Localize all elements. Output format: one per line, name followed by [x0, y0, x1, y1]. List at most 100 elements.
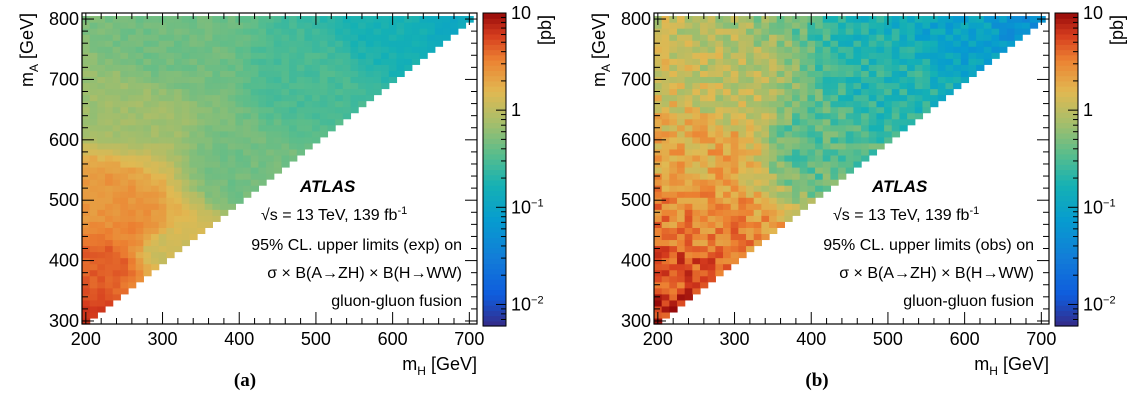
heatmap-cell [861, 94, 870, 102]
heatmap-cell [112, 70, 121, 78]
heatmap-cell [273, 154, 283, 162]
heatmap-cell [669, 185, 678, 192]
heatmap-cell [799, 70, 808, 78]
heatmap-cell [807, 46, 816, 53]
heatmap-cell [151, 88, 160, 96]
heatmap-cell [776, 58, 785, 65]
heatmap-cell [807, 52, 816, 59]
heatmap-cell [220, 124, 229, 132]
heatmap-cell [876, 130, 885, 138]
heatmap-cell [838, 94, 847, 102]
heatmap-cell [799, 166, 808, 174]
heatmap-cell [677, 287, 686, 295]
heatmap-cell [204, 197, 213, 204]
heatmap-cell [861, 34, 870, 41]
heatmap-cell [350, 40, 359, 47]
heatmap-cell [700, 100, 709, 108]
heatmap-cell [112, 209, 121, 216]
heatmap-cell [692, 281, 701, 289]
heatmap-cell [166, 173, 175, 180]
heatmap-cell [876, 40, 885, 47]
heatmap-cell [746, 100, 755, 108]
heatmap-cell [289, 100, 298, 108]
heatmap-cell [151, 100, 160, 108]
heatmap-cell [112, 221, 121, 228]
heatmap-cell [799, 94, 808, 102]
heatmap-cell [761, 52, 770, 59]
heatmap-cell [273, 64, 283, 71]
heatmap-cell [350, 88, 359, 96]
heatmap-cell [243, 118, 252, 126]
heatmap-cell [746, 118, 755, 126]
heatmap-cell [158, 166, 167, 174]
colorbar-segment [1055, 96, 1078, 103]
annotations: ATLAS √s = 13 TeV, 139 fb-1 95% CL. uppe… [823, 177, 1034, 310]
heatmap-cell [212, 34, 221, 41]
heatmap-cell [89, 179, 98, 186]
heatmap-cell [753, 215, 762, 222]
heatmap-cell [868, 148, 878, 156]
heatmap-cell [907, 22, 916, 29]
heatmap-cell [899, 22, 908, 29]
heatmap-cell [707, 58, 716, 65]
heatmap-cell [327, 94, 336, 102]
heatmap-cell [884, 52, 893, 59]
heatmap-cell [143, 221, 152, 228]
heatmap-cell [158, 130, 167, 138]
heatmap-cell [845, 82, 855, 90]
heatmap-cell [112, 166, 121, 174]
heatmap-cell [899, 16, 908, 23]
heatmap-cell [799, 46, 808, 53]
heatmap-cell [730, 88, 739, 96]
heatmap-cell [684, 58, 693, 65]
colorbar-segment [483, 59, 506, 66]
heatmap-cell [868, 70, 878, 78]
heatmap-cell [204, 160, 213, 168]
heatmap-cell [281, 22, 290, 29]
heatmap-cell [250, 16, 260, 23]
heatmap-cell [715, 22, 724, 29]
heatmap-cell [922, 100, 931, 108]
heatmap-cell [738, 203, 747, 210]
heatmap-cell [769, 215, 778, 222]
heatmap-cell [692, 173, 701, 180]
heatmap-cell [677, 179, 686, 186]
heatmap-cell [227, 82, 236, 90]
heatmap-cell [273, 160, 283, 168]
heatmap-cell [730, 34, 739, 41]
heatmap-cell [922, 46, 931, 53]
heatmap-cell [700, 245, 709, 253]
heatmap-cell [296, 58, 306, 65]
heatmap-cell [914, 40, 924, 47]
heatmap-cell [868, 124, 878, 132]
heatmap-cell [404, 64, 413, 71]
heatmap-cell [319, 52, 329, 59]
heatmap-cell [838, 88, 847, 96]
heatmap-cell [1006, 28, 1016, 35]
heatmap-cell [753, 209, 762, 216]
heatmap-cell [876, 94, 885, 102]
heatmap-cell [135, 275, 144, 283]
heatmap-cell [715, 154, 724, 162]
heatmap-cell [442, 22, 451, 29]
heatmap-cell [700, 58, 709, 65]
heatmap-cell [381, 34, 390, 41]
heatmap-cell [143, 28, 152, 35]
heatmap-cell [151, 82, 160, 90]
heatmap-cell [807, 130, 816, 138]
heatmap-cell [151, 160, 160, 168]
heatmap-cell [868, 22, 878, 29]
heatmap-cell [89, 233, 98, 241]
heatmap-cell [404, 58, 413, 65]
heatmap-cell [227, 28, 236, 35]
heatmap-cell [677, 58, 686, 65]
heatmap-cell [669, 82, 678, 90]
heatmap-cell [235, 148, 244, 156]
heatmap-cell [250, 179, 260, 186]
heatmap-cell [669, 160, 678, 168]
heatmap-cell [899, 88, 908, 96]
heatmap-cell [266, 118, 275, 126]
heatmap-cell [707, 185, 716, 192]
heatmap-cell [258, 118, 267, 126]
heatmap-cell [273, 52, 283, 59]
